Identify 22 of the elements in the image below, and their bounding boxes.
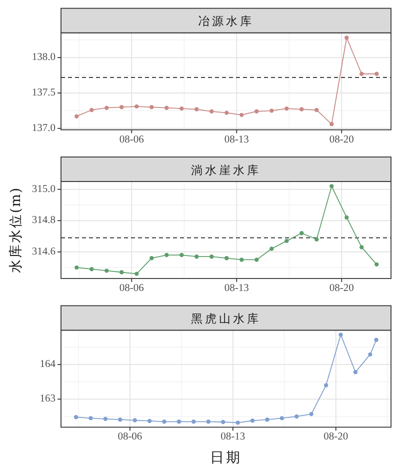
y-tick-label: 315.0: [32, 184, 56, 195]
y-tick-label: 164: [40, 358, 56, 370]
y-tick-label: 314.6: [32, 246, 56, 258]
x-tick-label: 08-20: [324, 432, 348, 443]
x-tick-label: 08-13: [224, 283, 249, 294]
x-axis-title: 日期: [210, 450, 242, 466]
x-tick-label: 08-06: [119, 134, 144, 146]
x-tick-label: 08-20: [329, 283, 354, 294]
y-tick-label: 137.0: [32, 122, 56, 134]
x-tick-label: 08-13: [224, 134, 249, 146]
chart-title: 冶源水库: [198, 14, 254, 28]
x-tick-label: 08-13: [220, 432, 246, 443]
x-tick-label: 08-06: [119, 283, 144, 294]
chart-title: 黑虎山水库: [191, 311, 261, 326]
y-tick-label: 138.0: [32, 52, 56, 64]
x-tick-label: 08-06: [118, 432, 142, 443]
y-axis-title: 水库水位(m): [8, 186, 24, 274]
y-tick-label: 163: [40, 394, 56, 405]
y-tick-label: 314.8: [32, 215, 56, 226]
chart-title: 淌水崖水库: [191, 162, 261, 177]
x-tick-label: 08-20: [329, 134, 354, 146]
y-tick-label: 137.5: [32, 87, 56, 98]
